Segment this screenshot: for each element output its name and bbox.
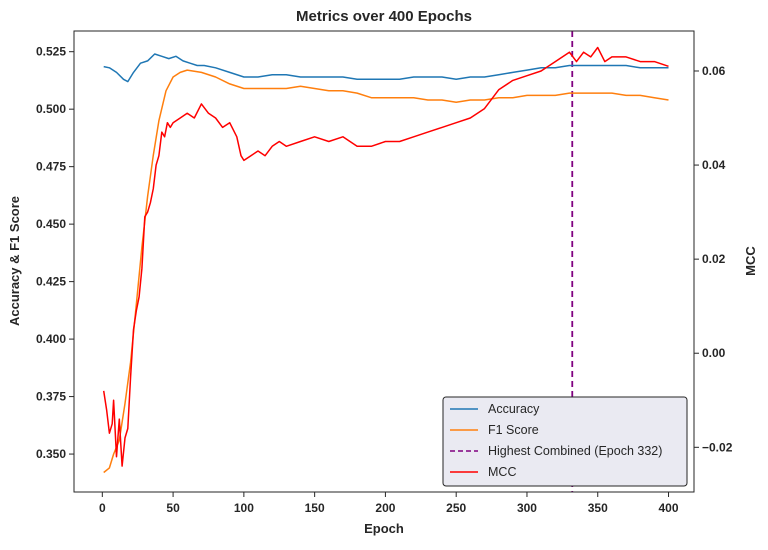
y-left-tick-label: 0.400 bbox=[36, 332, 66, 346]
x-tick-label: 0 bbox=[99, 501, 106, 515]
x-tick-label: 150 bbox=[305, 501, 325, 515]
legend-label-highest: Highest Combined (Epoch 332) bbox=[488, 444, 662, 458]
series-line-mcc bbox=[102, 46, 669, 467]
series-line-accuracy bbox=[103, 53, 669, 83]
y-left-tick-label: 0.500 bbox=[36, 102, 66, 116]
y-axis-right-label: MCC bbox=[743, 246, 758, 276]
x-tick-label: 300 bbox=[517, 501, 537, 515]
legend-label-accuracy: Accuracy bbox=[488, 402, 540, 416]
y-right-tick-label: −0.02 bbox=[702, 440, 733, 454]
y-axis-left-label: Accuracy & F1 Score bbox=[7, 196, 22, 326]
x-axis-label: Epoch bbox=[364, 521, 404, 536]
y-left-tick-label: 0.350 bbox=[36, 447, 66, 461]
series-line-f1-score bbox=[103, 69, 669, 474]
y-right-tick-label: 0.00 bbox=[702, 346, 726, 360]
x-tick-label: 350 bbox=[588, 501, 608, 515]
y-left-tick-label: 0.375 bbox=[36, 390, 66, 404]
y-right-tick-label: 0.02 bbox=[702, 252, 726, 266]
chart-title: Metrics over 400 Epochs bbox=[296, 8, 472, 25]
x-tick-label: 200 bbox=[375, 501, 395, 515]
x-tick-label: 250 bbox=[446, 501, 466, 515]
y-right-tick-label: 0.06 bbox=[702, 64, 726, 78]
legend: Accuracy F1 Score Highest Combined (Epoc… bbox=[442, 396, 688, 487]
y-left-tick-label: 0.450 bbox=[36, 217, 66, 231]
plot-frame bbox=[73, 30, 695, 493]
legend-label-f1: F1 Score bbox=[488, 423, 539, 437]
y-left-tick-label: 0.425 bbox=[36, 275, 66, 289]
y-left-tick-label: 0.475 bbox=[36, 160, 66, 174]
x-tick-label: 400 bbox=[659, 501, 679, 515]
legend-label-mcc: MCC bbox=[488, 465, 516, 479]
y-left-tick-label: 0.525 bbox=[36, 45, 66, 59]
x-tick-label: 50 bbox=[166, 501, 180, 515]
x-tick-label: 100 bbox=[234, 501, 254, 515]
legend-box bbox=[442, 396, 688, 487]
y-right-tick-label: 0.04 bbox=[702, 158, 726, 172]
